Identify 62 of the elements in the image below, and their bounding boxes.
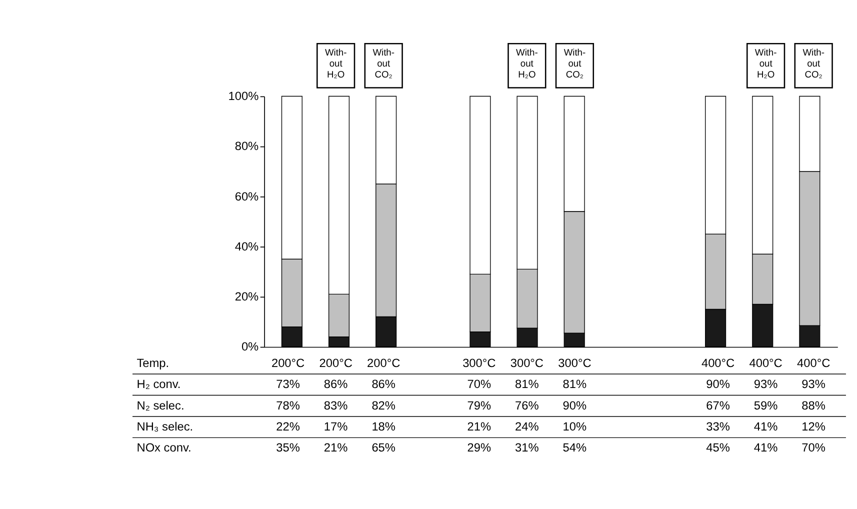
- text: With- out H₂O: [516, 48, 538, 80]
- text: 93%: [802, 377, 826, 392]
- text: 33%: [706, 419, 730, 434]
- text: 81%: [562, 377, 588, 392]
- text: 12%: [802, 419, 826, 434]
- text: 22%: [276, 419, 300, 434]
- text: 73%: [276, 377, 300, 392]
- text: 54%: [562, 440, 588, 455]
- text: 24%: [515, 419, 540, 434]
- text: With- out CO₂: [564, 48, 586, 80]
- text: N₂ selec.: [136, 398, 184, 412]
- x-tick-label: 200°C: [367, 356, 401, 370]
- text: 41%: [754, 440, 778, 455]
- x-tick-label: 400°C: [701, 356, 736, 370]
- text: 86%: [324, 377, 348, 392]
- x-tick-label: 400°C: [797, 356, 831, 370]
- text: 31%: [515, 440, 540, 455]
- x-tick-label: 300°C: [462, 356, 496, 370]
- text: With- out CO₂: [802, 48, 824, 80]
- text: 21%: [467, 419, 492, 434]
- text: 35%: [276, 440, 300, 455]
- text: 83%: [324, 398, 348, 412]
- text: 90%: [562, 398, 588, 412]
- text: With- out CO₂: [372, 48, 394, 80]
- text: NH₃ selec.: [136, 419, 194, 434]
- text: 10%: [562, 419, 588, 434]
- text: 81%: [515, 377, 540, 392]
- x-tick-label: 300°C: [558, 356, 592, 370]
- y-tick-label: 80%: [234, 139, 260, 154]
- text: With- out H₂O: [754, 48, 777, 80]
- x-tick-label: 400°C: [749, 356, 783, 370]
- y-tick-label: 0%: [241, 340, 260, 354]
- text: H₂ conv.: [136, 377, 181, 392]
- text: 82%: [372, 398, 396, 412]
- y-tick-label: 60%: [234, 189, 260, 204]
- text: 29%: [467, 440, 492, 455]
- text: 70%: [802, 440, 826, 455]
- text: 88%: [802, 398, 826, 412]
- text: With- out H₂O: [324, 48, 347, 80]
- text: 79%: [467, 398, 492, 412]
- text: 70%: [467, 377, 492, 392]
- text: 90%: [706, 377, 730, 392]
- text: 45%: [706, 440, 730, 455]
- text: 93%: [754, 377, 778, 392]
- y-tick-label: 40%: [234, 239, 260, 254]
- x-tick-label: 300°C: [510, 356, 544, 370]
- text: Temp.: [136, 356, 170, 370]
- x-tick-label: 200°C: [271, 356, 306, 370]
- text: 21%: [324, 440, 348, 455]
- x-tick-label: 200°C: [319, 356, 353, 370]
- text: 78%: [276, 398, 300, 412]
- text: 67%: [706, 398, 730, 412]
- text: 65%: [372, 440, 396, 455]
- text: 59%: [754, 398, 778, 412]
- text: 17%: [324, 419, 348, 434]
- text: 41%: [754, 419, 778, 434]
- y-tick-label: 100%: [228, 89, 260, 104]
- y-tick-label: 20%: [234, 290, 260, 304]
- text: 76%: [515, 398, 540, 412]
- text: NOx conv.: [136, 440, 192, 455]
- text: 86%: [372, 377, 396, 392]
- text: 18%: [372, 419, 396, 434]
